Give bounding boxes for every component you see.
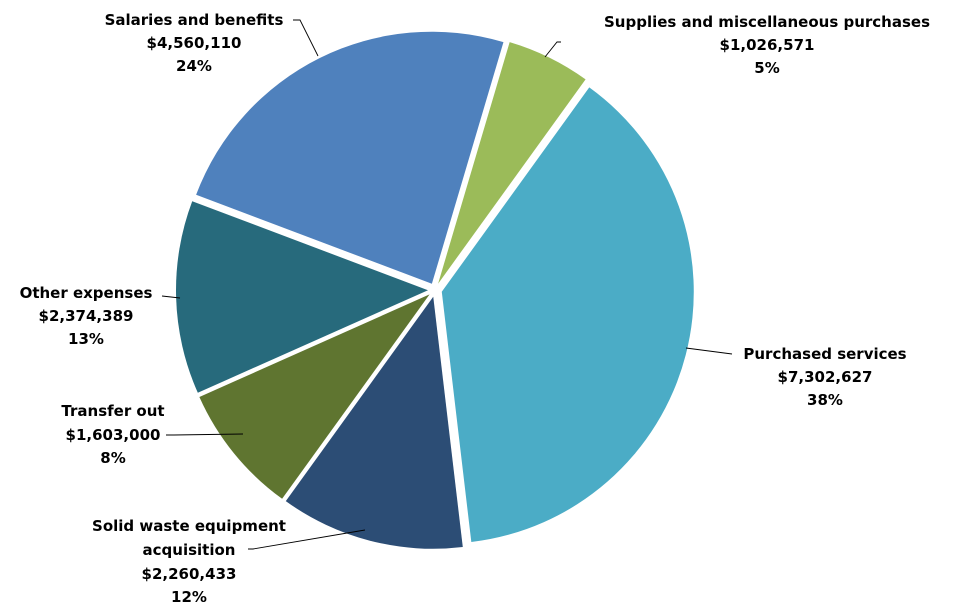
slice-value-other-expenses: $2,374,389 — [39, 307, 134, 325]
leader-line-salaries — [293, 19, 319, 57]
slice-label-other-expenses: Other expenses — [20, 284, 153, 302]
pie-slice-solid-waste — [285, 296, 463, 549]
leader-line-other-expenses — [161, 295, 181, 299]
slice-percent-other-expenses: 13% — [68, 330, 104, 348]
slice-value-purchased-services: $7,302,627 — [778, 368, 873, 386]
slice-label-supplies: Supplies and miscellaneous purchases — [604, 13, 930, 31]
data-label-purchased-services: Purchased services $7,302,627 38% — [743, 345, 906, 409]
pie-slices — [176, 31, 694, 549]
leader-line-purchased-services — [685, 347, 733, 355]
leader-line-transfer-out — [166, 433, 244, 436]
slice-percent-purchased-services: 38% — [807, 391, 843, 409]
leader-line-supplies — [544, 41, 561, 58]
slice-value-transfer-out: $1,603,000 — [66, 426, 161, 444]
slice-percent-solid-waste: 12% — [171, 588, 207, 606]
pie-slice-other-expenses — [176, 201, 429, 393]
slice-percent-supplies: 5% — [754, 59, 779, 77]
data-label-solid-waste: Solid waste equipment acquisition $2,260… — [92, 517, 286, 606]
slice-label-salaries: Salaries and benefits — [105, 11, 284, 29]
leader-line-solid-waste — [248, 529, 366, 550]
data-label-salaries: Salaries and benefits $4,560,110 24% — [105, 11, 284, 75]
leader-lines — [161, 19, 733, 550]
slice-value-solid-waste: $2,260,433 — [142, 565, 237, 583]
slice-label-solid-waste-line2: acquisition — [143, 541, 236, 559]
slice-label-transfer-out: Transfer out — [61, 402, 164, 420]
slice-label-solid-waste-line1: Solid waste equipment — [92, 517, 286, 535]
pie-slice-supplies — [438, 42, 586, 284]
slice-percent-salaries: 24% — [176, 57, 212, 75]
pie-slice-transfer-out — [199, 294, 430, 499]
slice-label-purchased-services: Purchased services — [743, 345, 906, 363]
data-label-supplies: Supplies and miscellaneous purchases $1,… — [604, 13, 930, 77]
pie-slice-salaries — [196, 31, 504, 284]
slice-value-supplies: $1,026,571 — [720, 36, 815, 54]
slice-value-salaries: $4,560,110 — [147, 34, 242, 52]
data-label-other-expenses: Other expenses $2,374,389 13% — [20, 284, 153, 348]
slice-percent-transfer-out: 8% — [100, 449, 125, 467]
data-labels: Supplies and miscellaneous purchases $1,… — [20, 11, 931, 606]
pie-slice-purchased-services — [441, 87, 694, 543]
data-label-transfer-out: Transfer out $1,603,000 8% — [61, 402, 164, 467]
